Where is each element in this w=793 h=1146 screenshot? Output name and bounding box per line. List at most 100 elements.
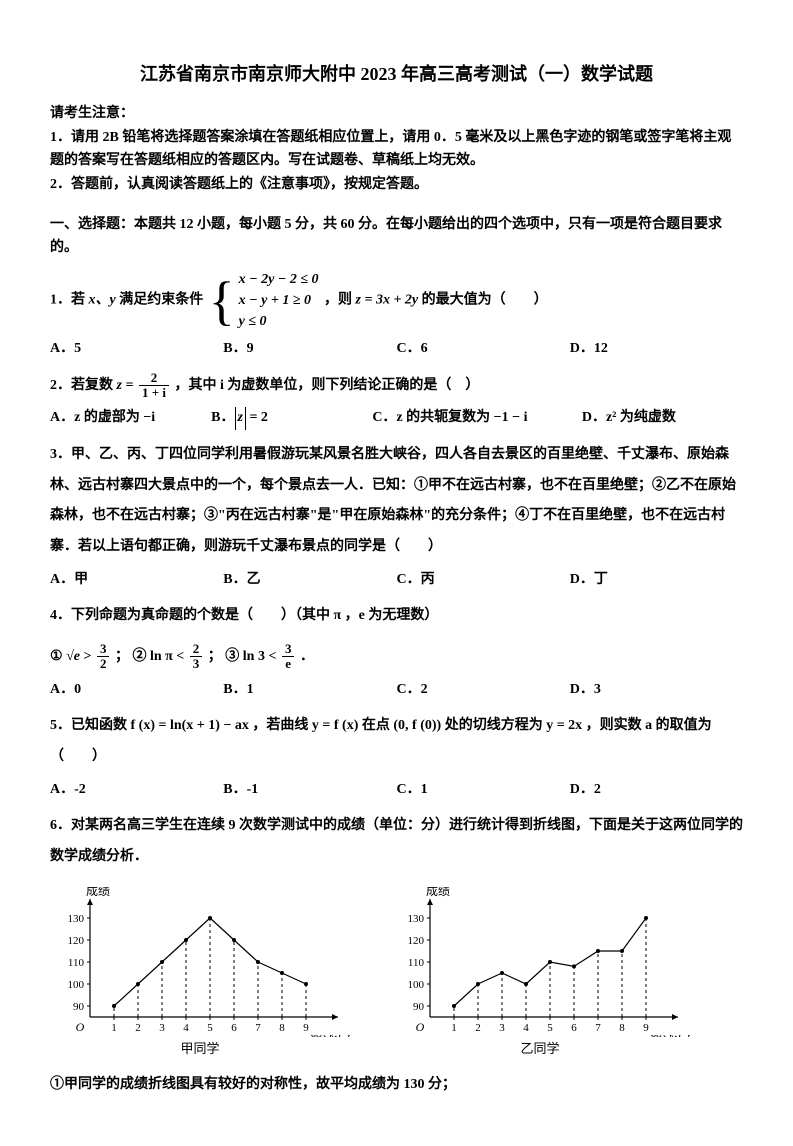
q1-mid2: ，则 bbox=[324, 293, 356, 308]
q1-option-d: D．12 bbox=[570, 338, 743, 360]
q2-options: A．z 的虚部为 −i B．z = 2 C．z 的共轭复数为 −1 − i D．… bbox=[50, 407, 743, 429]
q5-option-d: D．2 bbox=[570, 779, 743, 801]
question-5: 5．已知函数 f (x) = ln(x + 1) − ax ，若曲线 y = f… bbox=[50, 711, 743, 773]
q4-s3-period: ． bbox=[300, 649, 314, 664]
q1-case-3: y ≤ 0 bbox=[239, 311, 319, 332]
q4-s1-gt: > bbox=[80, 649, 95, 664]
q4-s2-den: 3 bbox=[190, 657, 203, 671]
left-brace-icon: { bbox=[209, 274, 235, 328]
q3-option-a: A．甲 bbox=[50, 569, 223, 591]
q5-option-b: B．-1 bbox=[223, 779, 396, 801]
svg-text:100: 100 bbox=[408, 979, 425, 991]
q1-options: A．5 B．9 C．6 D．12 bbox=[50, 338, 743, 360]
q1-option-b: B．9 bbox=[223, 338, 396, 360]
svg-text:成绩: 成绩 bbox=[86, 887, 110, 898]
q2-option-b: B． z = 2 bbox=[211, 407, 372, 429]
svg-text:90: 90 bbox=[413, 1001, 425, 1013]
question-1: 1．若 x、y 满足约束条件 { x − 2y − 2 ≤ 0 x − y + … bbox=[50, 269, 743, 332]
q4-s3-frac: 3e bbox=[282, 642, 295, 672]
q5-options: A．-2 B．-1 C．1 D．2 bbox=[50, 779, 743, 801]
svg-text:110: 110 bbox=[68, 957, 85, 969]
q2-pre: 2．若复数 bbox=[50, 378, 117, 393]
svg-text:110: 110 bbox=[408, 957, 425, 969]
svg-text:1: 1 bbox=[111, 1022, 117, 1034]
svg-text:120: 120 bbox=[408, 935, 425, 947]
q1-tail: 的最大值为（ ） bbox=[418, 293, 548, 308]
svg-text:1: 1 bbox=[451, 1022, 457, 1034]
q4-s2-frac: 23 bbox=[190, 642, 203, 672]
page-title: 江苏省南京市南京师大附中 2023 年高三高考测试（一）数学试题 bbox=[50, 60, 743, 89]
q1-option-c: C．6 bbox=[397, 338, 570, 360]
q4-s1-den: 2 bbox=[97, 657, 110, 671]
q4-s1-root: √e bbox=[66, 649, 80, 664]
svg-text:测试次号: 测试次号 bbox=[650, 1033, 690, 1037]
svg-text:2: 2 bbox=[135, 1022, 141, 1034]
q1-case-2: x − y + 1 ≥ 0 bbox=[239, 290, 319, 311]
q2-frac-den: 1 + i bbox=[139, 386, 169, 400]
q4-s2-sep: ； bbox=[208, 649, 222, 664]
q5-option-a: A．-2 bbox=[50, 779, 223, 801]
q5-option-c: C．1 bbox=[397, 779, 570, 801]
chart-b-svg: 90100110120130123456789O成绩测试次号 bbox=[390, 887, 690, 1037]
q4-options: A．0 B．1 C．2 D．3 bbox=[50, 679, 743, 701]
svg-text:5: 5 bbox=[547, 1022, 553, 1034]
q1-expr: z = 3x + 2y bbox=[356, 293, 419, 308]
svg-text:3: 3 bbox=[499, 1022, 505, 1034]
q2-option-d: D．z² 为纯虚数 bbox=[582, 407, 743, 429]
q4-s1-num: 3 bbox=[97, 642, 110, 657]
q1-pre: 1．若 bbox=[50, 293, 89, 308]
instruction-2: 2．答题前，认真阅读答题纸上的《注意事项》，按规定答题。 bbox=[50, 174, 743, 196]
q4-option-c: C．2 bbox=[397, 679, 570, 701]
svg-text:7: 7 bbox=[255, 1022, 261, 1034]
q4-s3-label: ③ ln 3 < bbox=[225, 649, 280, 664]
question-3: 3．甲、乙、丙、丁四位同学利用暑假游玩某风景名胜大峡谷，四人各自去景区的百里绝壁… bbox=[50, 440, 743, 563]
svg-text:3: 3 bbox=[159, 1022, 165, 1034]
q2-frac-num: 2 bbox=[139, 371, 169, 386]
question-6: 6．对某两名高三学生在连续 9 次数学测试中的成绩（单位：分）进行统计得到折线图… bbox=[50, 811, 743, 873]
q4-s3-den: e bbox=[282, 657, 295, 671]
q2-b-pre: B． bbox=[211, 410, 234, 425]
q4-option-a: A．0 bbox=[50, 679, 223, 701]
svg-text:4: 4 bbox=[523, 1022, 529, 1034]
svg-text:测试次号: 测试次号 bbox=[310, 1033, 350, 1037]
q1-vars: x、y bbox=[89, 293, 116, 308]
question-4-statements: ① √e > 32 ； ② ln π < 23 ； ③ ln 3 < 3e ． bbox=[50, 642, 743, 673]
svg-text:6: 6 bbox=[231, 1022, 237, 1034]
chart-a: 90100110120130123456789O成绩测试次号 甲同学 bbox=[50, 887, 350, 1060]
svg-text:130: 130 bbox=[68, 913, 85, 925]
q2-b-inner: z bbox=[238, 410, 243, 425]
q1-option-a: A．5 bbox=[50, 338, 223, 360]
svg-text:9: 9 bbox=[643, 1022, 649, 1034]
q3-options: A．甲 B．乙 C．丙 D．丁 bbox=[50, 569, 743, 591]
q3-option-c: C．丙 bbox=[397, 569, 570, 591]
instructions-heading: 请考生注意： bbox=[50, 103, 743, 125]
svg-text:130: 130 bbox=[408, 913, 425, 925]
q6-statement-1: ①甲同学的成绩折线图具有较好的对称性，故平均成绩为 130 分； bbox=[50, 1070, 743, 1101]
question-2: 2．若复数 z = 2 1 + i ，其中 i 为虚数单位，则下列结论正确的是（… bbox=[50, 371, 743, 402]
svg-text:120: 120 bbox=[68, 935, 85, 947]
q4-option-b: B．1 bbox=[223, 679, 396, 701]
q3-option-b: B．乙 bbox=[223, 569, 396, 591]
svg-text:6: 6 bbox=[571, 1022, 577, 1034]
instruction-1: 1．请用 2B 铅笔将选择题答案涂填在答题纸相应位置上，请用 0．5 毫米及以上… bbox=[50, 127, 743, 172]
q4-s1-sep: ； bbox=[115, 649, 129, 664]
q2-frac: 2 1 + i bbox=[139, 371, 169, 401]
q2-option-c: C．z 的共轭复数为 −1 − i bbox=[372, 407, 582, 429]
q1-case-1: x − 2y − 2 ≤ 0 bbox=[239, 269, 319, 290]
q4-s3-num: 3 bbox=[282, 642, 295, 657]
q4-s2-label: ② ln π < bbox=[132, 649, 187, 664]
question-4: 4．下列命题为真命题的个数是（ ）（其中 π ，e 为无理数） bbox=[50, 601, 743, 632]
q2-b-tail: = 2 bbox=[246, 410, 268, 425]
svg-text:8: 8 bbox=[279, 1022, 285, 1034]
charts-row: 90100110120130123456789O成绩测试次号 甲同学 90100… bbox=[50, 887, 743, 1060]
chart-a-caption: 甲同学 bbox=[50, 1039, 350, 1060]
q4-option-d: D．3 bbox=[570, 679, 743, 701]
chart-b: 90100110120130123456789O成绩测试次号 乙同学 bbox=[390, 887, 690, 1060]
svg-text:7: 7 bbox=[595, 1022, 601, 1034]
svg-text:2: 2 bbox=[475, 1022, 481, 1034]
svg-text:100: 100 bbox=[68, 979, 85, 991]
chart-b-caption: 乙同学 bbox=[390, 1039, 690, 1060]
section-1-heading: 一、选择题：本题共 12 小题，每小题 5 分，共 60 分。在每小题给出的四个… bbox=[50, 214, 743, 259]
q4-s2-num: 2 bbox=[190, 642, 203, 657]
q4-s1-label: ① bbox=[50, 649, 66, 664]
